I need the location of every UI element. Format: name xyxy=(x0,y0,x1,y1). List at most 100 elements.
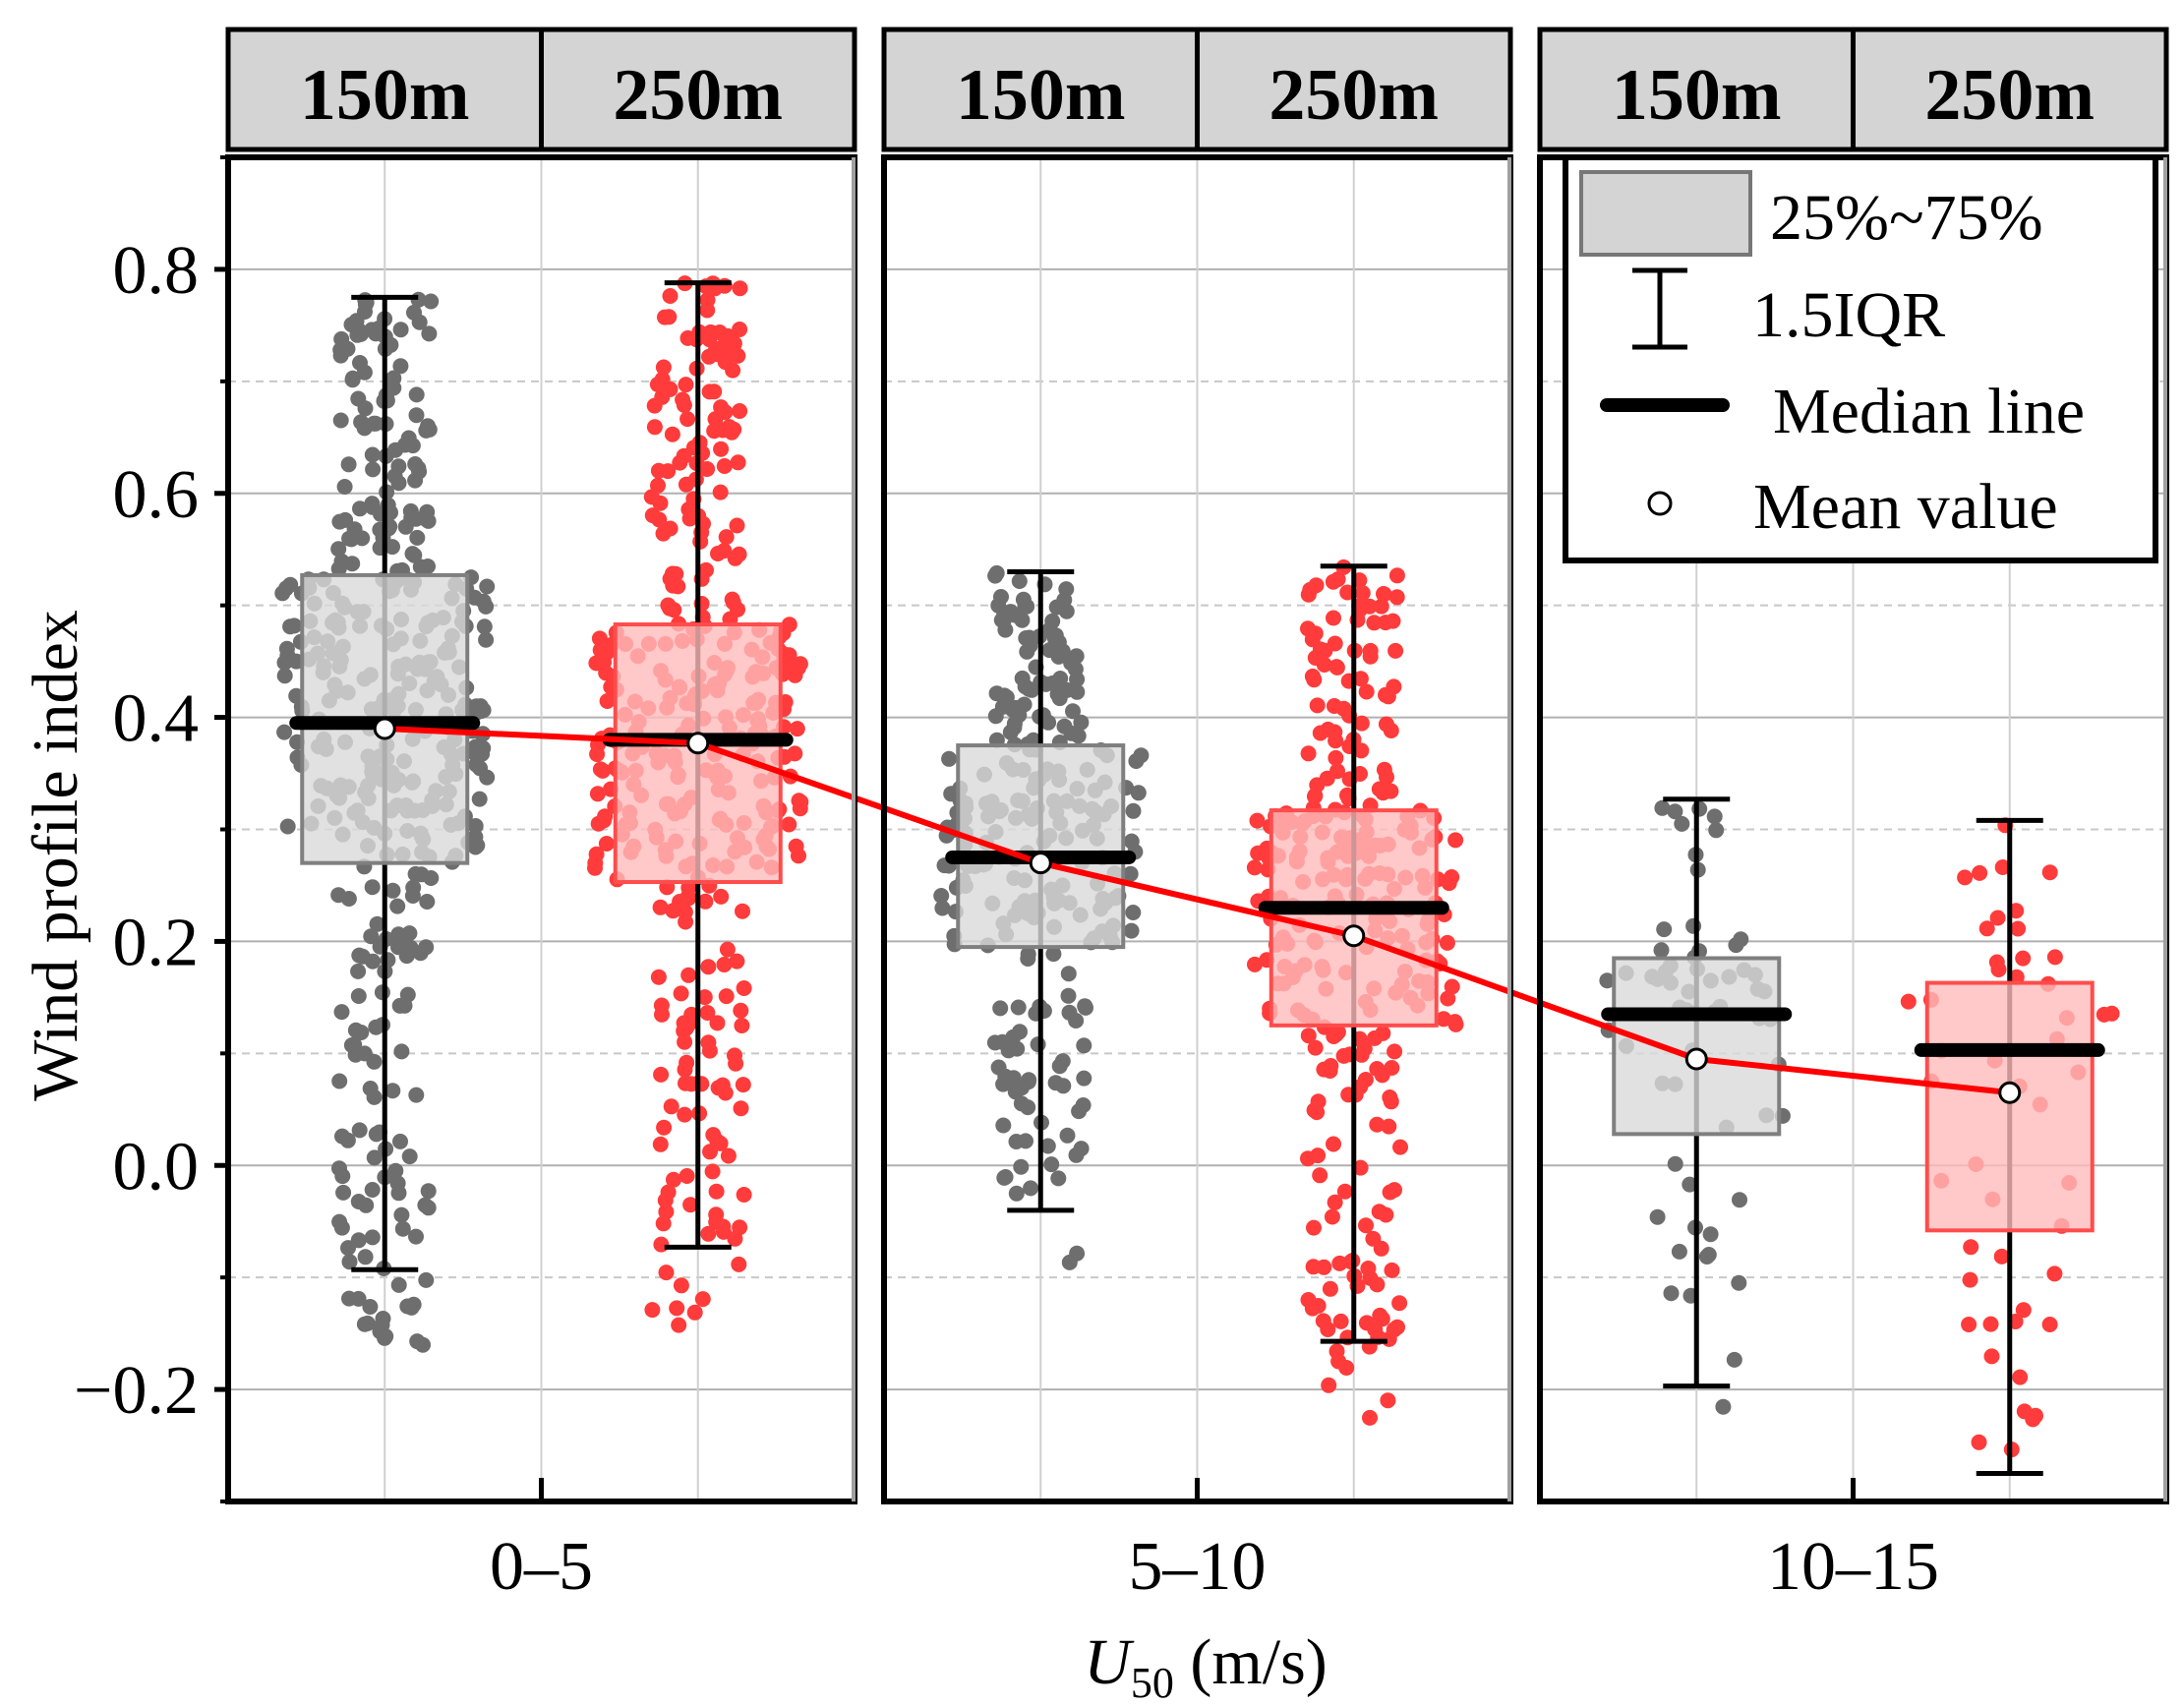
data-point xyxy=(1362,648,1379,665)
data-point xyxy=(1972,864,1988,881)
mean-marker xyxy=(1684,1047,1708,1071)
data-point xyxy=(282,576,299,593)
data-point xyxy=(401,1148,418,1165)
data-point xyxy=(366,1149,383,1166)
data-point xyxy=(384,373,400,389)
data-point xyxy=(996,1169,1013,1186)
data-point xyxy=(357,292,374,309)
data-point xyxy=(933,888,950,904)
data-point xyxy=(1667,803,1683,820)
data-point xyxy=(1006,715,1023,732)
mean-marker xyxy=(1998,1081,2022,1104)
y-tick-label: 0.4 xyxy=(113,681,200,757)
data-point xyxy=(2012,1369,2029,1385)
data-point xyxy=(1369,1276,1386,1293)
data-point xyxy=(1352,671,1369,687)
data-point xyxy=(380,506,396,523)
data-point xyxy=(356,364,373,381)
data-point xyxy=(700,1225,717,1242)
data-point xyxy=(1989,910,2006,926)
data-point xyxy=(1715,1398,1732,1415)
data-point xyxy=(1726,1351,1742,1368)
data-point xyxy=(1358,1217,1374,1234)
data-point xyxy=(652,899,669,915)
data-point xyxy=(363,928,380,945)
data-point xyxy=(716,957,733,972)
data-point xyxy=(1249,812,1266,829)
data-point xyxy=(1367,1322,1384,1337)
data-point xyxy=(673,1277,689,1294)
data-point xyxy=(1326,610,1341,626)
data-point xyxy=(1702,1226,1719,1243)
data-point xyxy=(1327,1194,1343,1210)
data-point xyxy=(731,546,747,562)
data-point xyxy=(396,997,413,1014)
data-point xyxy=(351,947,368,964)
data-point xyxy=(1039,1138,1056,1154)
data-point xyxy=(1058,581,1075,598)
data-point xyxy=(643,489,660,505)
data-point xyxy=(1375,1025,1391,1041)
data-point xyxy=(1663,1285,1680,1302)
data-point xyxy=(1312,1167,1328,1184)
data-point xyxy=(364,1182,381,1198)
mean-trend-line xyxy=(384,726,2011,1096)
data-point xyxy=(1073,1141,1090,1157)
data-point xyxy=(1983,1348,2000,1365)
data-point xyxy=(1307,1039,1324,1056)
data-point xyxy=(368,1126,384,1143)
strip-label-250m: 250m xyxy=(613,55,783,136)
data-point xyxy=(330,887,347,904)
strip-label-150m: 150m xyxy=(300,55,470,136)
data-point xyxy=(479,769,496,786)
data-point xyxy=(644,507,661,524)
data-point xyxy=(332,412,349,429)
data-point xyxy=(389,1175,406,1192)
data-point xyxy=(390,928,407,945)
data-point xyxy=(1128,753,1145,769)
data-point xyxy=(702,1144,718,1160)
data-point xyxy=(1332,1313,1349,1329)
data-point xyxy=(718,988,735,1005)
data-point xyxy=(1682,1176,1698,1193)
data-point xyxy=(732,322,748,337)
data-point xyxy=(1447,832,1464,849)
data-point xyxy=(719,941,736,958)
data-point xyxy=(732,403,748,419)
data-point xyxy=(1387,642,1404,659)
data-point xyxy=(655,359,672,376)
data-point xyxy=(369,915,385,932)
strip-label-250m: 250m xyxy=(1269,55,1439,136)
data-point xyxy=(599,693,616,709)
data-point xyxy=(730,454,746,471)
data-point xyxy=(1247,956,1263,972)
data-point xyxy=(1059,1127,1076,1144)
data-point xyxy=(392,1133,408,1149)
data-point xyxy=(1056,718,1073,735)
data-point xyxy=(792,800,808,817)
data-point xyxy=(683,1006,700,1023)
data-point xyxy=(598,836,615,852)
data-point xyxy=(717,1085,734,1101)
data-point xyxy=(1125,905,1142,920)
data-point xyxy=(679,329,696,346)
data-point xyxy=(341,530,358,547)
data-point xyxy=(1050,1170,1067,1187)
data-point xyxy=(1320,721,1336,737)
x-axis-title-symbol: U xyxy=(1084,1626,1135,1698)
data-point xyxy=(1309,697,1326,714)
data-point xyxy=(1378,1206,1394,1223)
y-tick-label: −0.2 xyxy=(74,1353,199,1429)
data-point xyxy=(708,1183,725,1200)
data-point xyxy=(1376,761,1392,778)
data-point xyxy=(1014,670,1031,686)
data-point xyxy=(1327,635,1343,652)
data-point xyxy=(2041,1317,2058,1332)
data-point xyxy=(352,500,368,517)
data-point xyxy=(2015,950,2032,967)
data-point xyxy=(394,1220,411,1237)
data-point xyxy=(1076,1070,1092,1087)
x-tick-label: 0–5 xyxy=(490,1529,593,1605)
data-point xyxy=(420,418,436,435)
data-point xyxy=(792,656,808,673)
